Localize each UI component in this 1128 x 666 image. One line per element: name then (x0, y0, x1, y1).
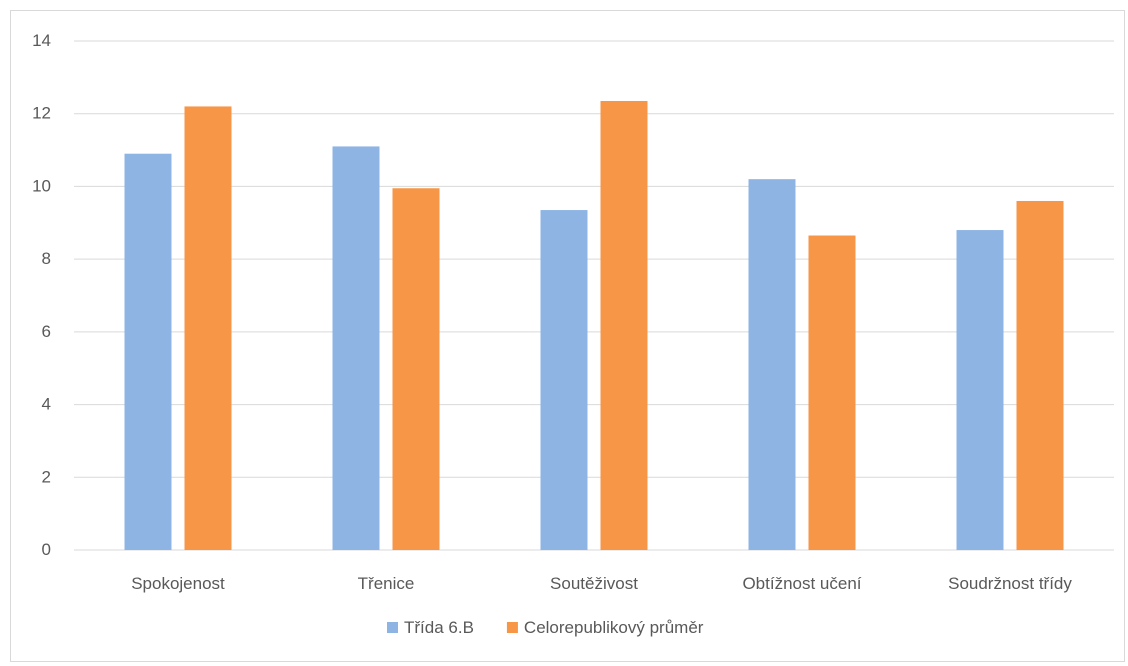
x-category-label: Soudržnost třídy (948, 574, 1072, 593)
y-axis-ticks: 0 2 4 6 8 10 12 14 (32, 31, 51, 559)
y-tick-label: 0 (42, 540, 51, 559)
legend: Třída 6.B Celorepublikový průměr (387, 618, 704, 637)
legend-label: Celorepublikový průměr (524, 618, 704, 637)
bar-series-1 (540, 210, 588, 550)
gridlines (74, 40, 1114, 551)
bar-series-2 (808, 235, 856, 550)
bar-series-1 (332, 146, 380, 550)
y-tick-label: 6 (42, 322, 51, 341)
bars (124, 100, 1064, 551)
legend-swatch (387, 622, 398, 633)
x-category-label: Spokojenost (131, 574, 225, 593)
bar-series-1 (748, 179, 796, 550)
x-category-label: Třenice (358, 574, 415, 593)
bar-series-2 (1016, 200, 1064, 550)
x-category-label: Obtížnost učení (742, 574, 861, 593)
y-tick-label: 14 (32, 31, 51, 50)
x-category-label: Soutěživost (550, 574, 638, 593)
x-axis-labels: Spokojenost Třenice Soutěživost Obtížnost u… (131, 574, 1072, 593)
y-tick-label: 4 (42, 395, 51, 414)
bar-series-2 (392, 188, 440, 550)
legend-item: Celorepublikový průměr (506, 618, 704, 637)
bar-chart: 0 2 4 6 8 10 12 14 Spokojenost Třenice Soutěživos… (32, 31, 1114, 637)
y-tick-label: 8 (42, 249, 51, 268)
y-tick-label: 2 (42, 467, 51, 486)
bar-series-1 (124, 153, 172, 550)
legend-swatch (506, 622, 518, 633)
bar-series-2 (600, 100, 648, 550)
y-tick-label: 10 (32, 176, 51, 195)
bar-series-2 (184, 106, 232, 550)
bar-series-1 (956, 230, 1004, 551)
y-tick-label: 12 (32, 104, 51, 123)
legend-item: Třída 6.B (387, 618, 474, 637)
legend-label: Třída 6.B (404, 618, 474, 637)
chart-frame: 0 2 4 6 8 10 12 14 Spokojenost Třenice Soutěživos… (10, 10, 1125, 662)
